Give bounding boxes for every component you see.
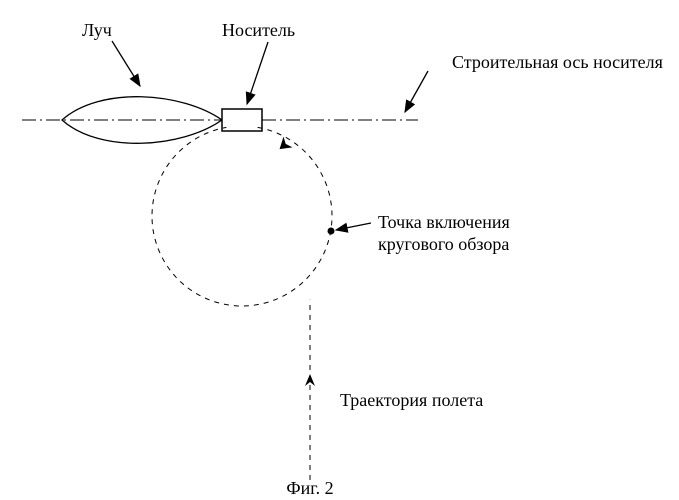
label-trajectory: Траектория полета bbox=[340, 390, 483, 410]
pointer-arrow-activation bbox=[336, 223, 371, 230]
label-axis: Строительная ось носителя bbox=[452, 52, 663, 72]
figure-2-diagram: Луч Носитель Строительная ось носителя Т… bbox=[0, 0, 679, 500]
circular-trajectory bbox=[152, 127, 332, 306]
figure-caption: Фиг. 2 bbox=[286, 478, 333, 498]
pointer-arrow-axis bbox=[405, 71, 428, 112]
label-activation-point: Точка включения кругового обзора bbox=[378, 212, 514, 254]
label-beam: Луч bbox=[82, 20, 112, 40]
pointer-arrow-beam bbox=[112, 41, 140, 86]
pointer-arrow-carrier bbox=[247, 42, 268, 104]
activation-point bbox=[328, 228, 335, 235]
trajectory-direction-arrow bbox=[305, 374, 315, 386]
carrier-symbol bbox=[222, 109, 262, 131]
label-carrier: Носитель bbox=[222, 20, 295, 40]
